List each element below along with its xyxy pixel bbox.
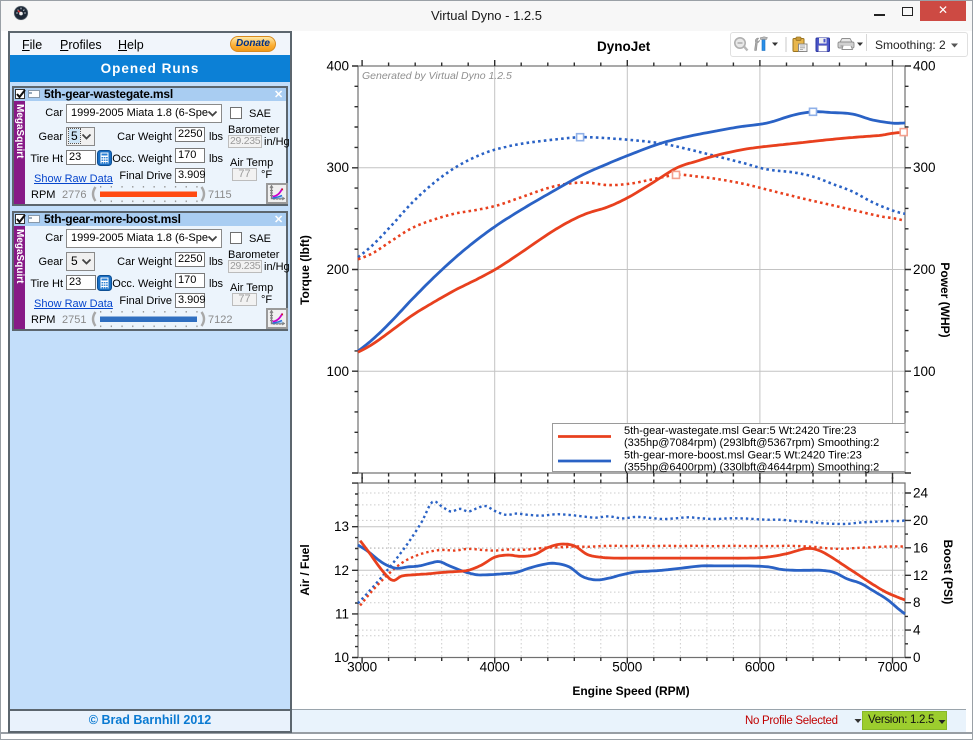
svg-text:400: 400: [326, 59, 349, 74]
svg-text:Boost (PSI): Boost (PSI): [941, 540, 955, 605]
svg-text:4: 4: [913, 623, 921, 638]
svg-text:Generated by Virtual Dyno 1.2.: Generated by Virtual Dyno 1.2.5: [362, 70, 512, 82]
svg-text:24: 24: [913, 486, 929, 501]
svg-text:4000: 4000: [480, 660, 510, 675]
svg-text:6000: 6000: [745, 660, 775, 675]
svg-text:300: 300: [326, 160, 349, 175]
svg-text:11: 11: [335, 606, 349, 621]
svg-text:(355hp@6400rpm) (330lbft@4644r: (355hp@6400rpm) (330lbft@4644rpm) Smooth…: [624, 462, 879, 474]
svg-text:8: 8: [913, 595, 921, 610]
svg-text:16: 16: [913, 540, 928, 555]
svg-text:Torque (lbft): Torque (lbft): [298, 235, 312, 305]
svg-text:300: 300: [913, 160, 936, 175]
svg-text:7000: 7000: [877, 660, 907, 675]
svg-text:400: 400: [913, 59, 936, 74]
svg-text:3000: 3000: [347, 660, 377, 675]
svg-text:Air / Fuel: Air / Fuel: [298, 544, 312, 595]
svg-text:10: 10: [334, 650, 349, 665]
svg-text:(335hp@7084rpm) (293lbft@5367r: (335hp@7084rpm) (293lbft@5367rpm) Smooth…: [624, 437, 879, 449]
svg-text:200: 200: [326, 262, 349, 277]
svg-text:13: 13: [334, 519, 349, 534]
svg-text:12: 12: [334, 563, 349, 578]
svg-text:20: 20: [913, 513, 928, 528]
svg-text:Engine Speed (RPM): Engine Speed (RPM): [572, 684, 689, 698]
svg-text:100: 100: [913, 364, 936, 379]
svg-text:5th-gear-more-boost.msl Gear:5: 5th-gear-more-boost.msl Gear:5 Wt:2420 T…: [624, 450, 862, 462]
svg-text:5000: 5000: [612, 660, 642, 675]
svg-text:12: 12: [913, 568, 928, 583]
svg-text:5th-gear-wastegate.msl Gear:5: 5th-gear-wastegate.msl Gear:5 Wt:2420 Ti…: [624, 425, 856, 437]
svg-text:0: 0: [913, 650, 921, 665]
svg-text:100: 100: [326, 364, 349, 379]
svg-text:Power (WHP): Power (WHP): [938, 262, 952, 337]
svg-text:200: 200: [913, 262, 936, 277]
